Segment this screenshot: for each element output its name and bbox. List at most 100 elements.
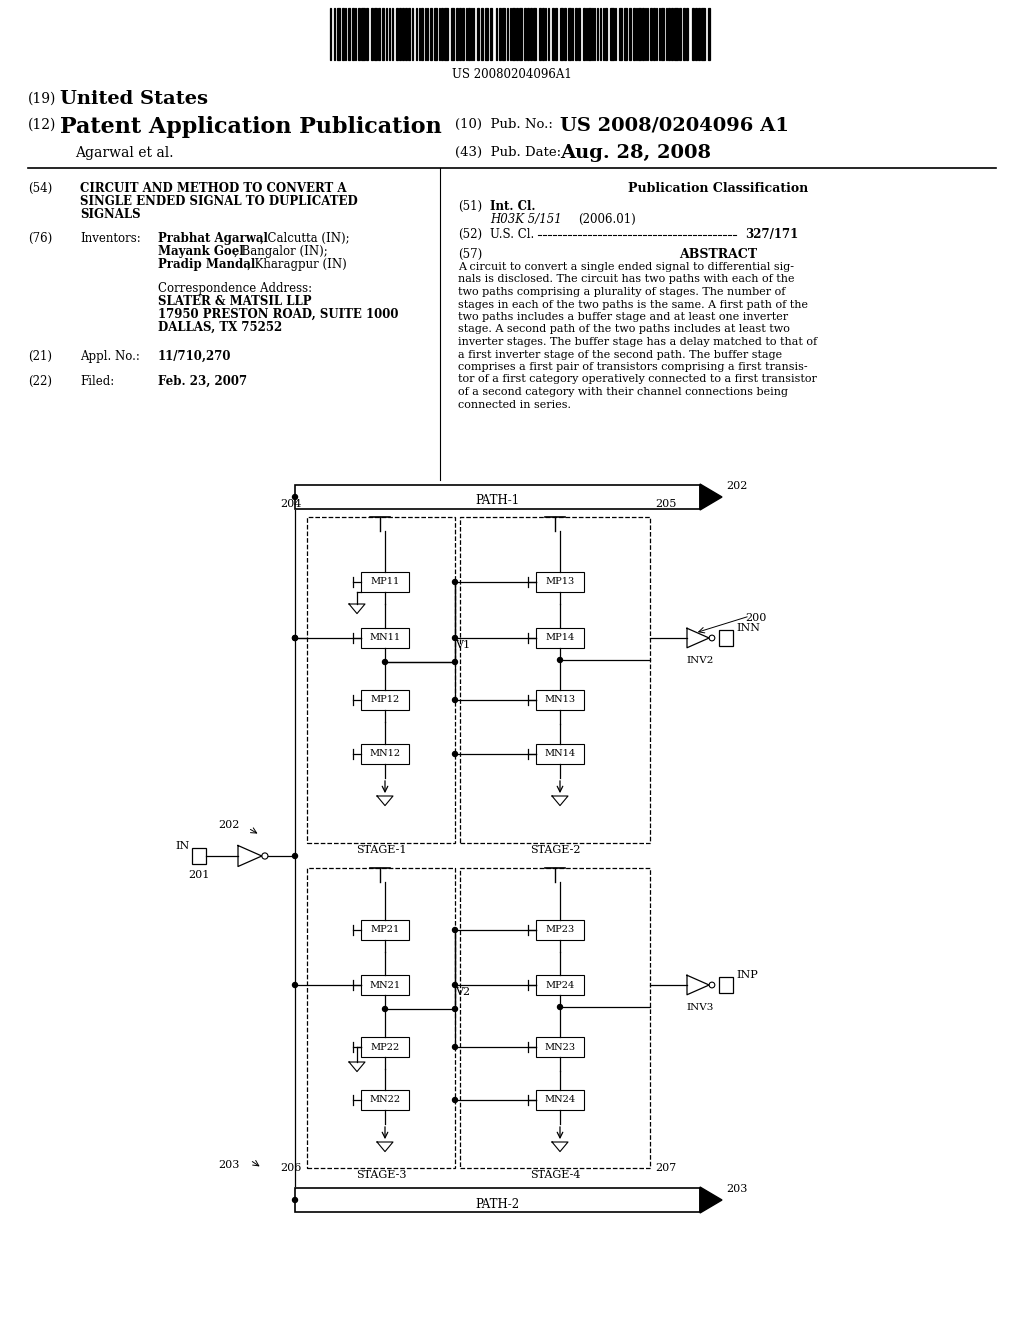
Bar — [675, 8, 678, 59]
Bar — [367, 8, 368, 59]
Circle shape — [453, 1006, 458, 1011]
Text: (21): (21) — [28, 350, 52, 363]
Bar — [489, 8, 493, 59]
Text: US 20080204096A1: US 20080204096A1 — [453, 69, 571, 81]
Text: INP: INP — [737, 970, 759, 979]
Bar — [594, 8, 595, 59]
Bar — [434, 8, 437, 59]
Bar — [382, 8, 384, 59]
Bar — [519, 8, 522, 59]
Text: (2006.01): (2006.01) — [578, 213, 636, 226]
Text: MP24: MP24 — [546, 981, 574, 990]
Bar — [672, 8, 673, 59]
Bar — [719, 977, 733, 993]
Bar — [392, 8, 393, 59]
Circle shape — [293, 495, 298, 499]
Bar — [402, 8, 404, 59]
Circle shape — [453, 635, 458, 640]
Text: SINGLE ENDED SIGNAL TO DUPLICATED: SINGLE ENDED SIGNAL TO DUPLICATED — [80, 195, 357, 209]
Text: Mayank Goel: Mayank Goel — [158, 246, 244, 257]
Bar — [395, 8, 398, 59]
Bar — [542, 8, 544, 59]
Bar — [536, 628, 584, 648]
Bar — [536, 744, 584, 764]
Bar — [389, 8, 390, 59]
Text: INV2: INV2 — [686, 656, 714, 665]
Circle shape — [453, 697, 458, 702]
Text: MN23: MN23 — [545, 1043, 575, 1052]
Bar — [555, 8, 557, 59]
Bar — [430, 8, 432, 59]
Text: (54): (54) — [28, 182, 52, 195]
Circle shape — [293, 854, 298, 858]
Bar — [605, 8, 607, 59]
Bar — [624, 8, 627, 59]
Bar — [425, 8, 426, 59]
Bar — [361, 8, 365, 59]
Bar — [709, 8, 710, 59]
Bar — [618, 8, 623, 59]
Bar — [361, 1090, 409, 1110]
Bar — [372, 8, 373, 59]
Bar — [638, 8, 641, 59]
Bar — [361, 1038, 409, 1057]
Text: IN: IN — [176, 841, 190, 851]
Bar — [597, 8, 598, 59]
Bar — [540, 8, 541, 59]
Text: MP11: MP11 — [371, 578, 399, 586]
Bar — [468, 8, 470, 59]
Text: Feb. 23, 2007: Feb. 23, 2007 — [158, 375, 247, 388]
Bar — [683, 8, 685, 59]
Text: PATH-2: PATH-2 — [475, 1197, 519, 1210]
Bar — [419, 8, 420, 59]
Bar — [496, 8, 497, 59]
Bar — [642, 8, 644, 59]
Bar — [574, 8, 578, 59]
Bar — [691, 8, 693, 59]
Text: 202: 202 — [726, 480, 748, 491]
Bar — [548, 8, 549, 59]
Text: inverter stages. The buffer stage has a delay matched to that of: inverter stages. The buffer stage has a … — [458, 337, 817, 347]
Text: Publication Classification: Publication Classification — [628, 182, 808, 195]
Text: 204: 204 — [281, 499, 302, 510]
Text: (22): (22) — [28, 375, 52, 388]
Bar — [471, 8, 472, 59]
Text: STAGE-1: STAGE-1 — [355, 845, 407, 855]
Circle shape — [453, 928, 458, 932]
Text: 200: 200 — [744, 612, 766, 623]
Bar — [193, 847, 206, 865]
Bar — [460, 869, 650, 1168]
Text: (19): (19) — [28, 92, 56, 106]
Text: of a second category with their channel connections being: of a second category with their channel … — [458, 387, 788, 397]
Text: comprises a first pair of transistors comprising a first transis-: comprises a first pair of transistors co… — [458, 362, 808, 372]
Text: two paths comprising a plurality of stages. The number of: two paths comprising a plurality of stag… — [458, 286, 785, 297]
Text: 11/710,270: 11/710,270 — [158, 350, 231, 363]
Bar — [701, 8, 705, 59]
Bar — [653, 8, 655, 59]
Circle shape — [293, 982, 298, 987]
Bar — [412, 8, 414, 59]
Bar — [409, 8, 411, 59]
Text: MP23: MP23 — [546, 925, 574, 935]
Circle shape — [383, 660, 387, 664]
Text: (76): (76) — [28, 232, 52, 246]
Bar — [345, 8, 346, 59]
Bar — [679, 8, 681, 59]
Circle shape — [453, 579, 458, 585]
Bar — [600, 8, 601, 59]
Bar — [460, 517, 650, 843]
Bar — [568, 8, 570, 59]
Text: MN11: MN11 — [370, 634, 400, 643]
Text: tor of a first category operatively connected to a first transistor: tor of a first category operatively conn… — [458, 375, 817, 384]
Text: V1: V1 — [455, 640, 470, 649]
Bar — [662, 8, 664, 59]
Text: MN21: MN21 — [370, 981, 400, 990]
Bar — [361, 744, 409, 764]
Text: Inventors:: Inventors: — [80, 232, 140, 246]
Bar — [361, 628, 409, 648]
Text: 327/171: 327/171 — [745, 228, 799, 242]
Text: MP12: MP12 — [371, 696, 399, 705]
Polygon shape — [700, 484, 722, 510]
Text: ABSTRACT: ABSTRACT — [679, 248, 757, 261]
Bar — [334, 8, 335, 59]
